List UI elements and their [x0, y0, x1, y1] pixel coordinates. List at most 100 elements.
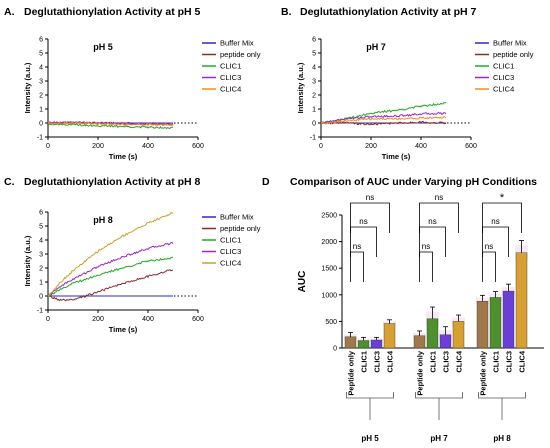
- auc-bar: [452, 321, 465, 349]
- panel-b-letter: B.: [281, 6, 292, 18]
- ph8-y-tick-label: 4: [39, 238, 43, 245]
- ph7-y-label: Intensity (a.u.): [296, 62, 305, 113]
- ph5-legend-label: CLIC3: [220, 73, 241, 82]
- auc-bar: [489, 297, 502, 349]
- auc-significance-label: ns: [485, 242, 493, 251]
- panel-c-letter: C.: [4, 176, 15, 188]
- ph8-y-tick-label: 2: [39, 266, 43, 273]
- auc-significance-label: ns: [428, 217, 436, 226]
- auc-significance-bracket: [419, 251, 433, 282]
- ph5-legend-label: CLIC1: [220, 62, 241, 71]
- auc-bar: [383, 323, 396, 349]
- ph8-y-tick-label: 5: [39, 224, 43, 231]
- ph7-y-tick-label: 4: [312, 65, 316, 72]
- ph7-series-clic4: [320, 115, 447, 125]
- ph7-y-tick-label: 2: [312, 93, 316, 100]
- auc-y-tick-label: 0: [333, 346, 337, 353]
- ph8-y-tick-label: -1: [37, 308, 43, 315]
- auc-significance-label: ns: [435, 193, 443, 202]
- ph8-y-tick-label: 0: [39, 294, 43, 301]
- ph5-series-clic1: [47, 122, 174, 130]
- ph5-x-tick-label: 600: [192, 143, 204, 150]
- ph7-y-tick-label: 5: [312, 51, 316, 58]
- auc-bar: [426, 318, 439, 349]
- ph7-legend-label: CLIC3: [493, 73, 514, 82]
- auc-significance-bracket: [350, 202, 390, 233]
- ph5-x-label: Time (s): [109, 152, 138, 161]
- panel-d-letter: D: [262, 176, 270, 188]
- auc-significance-bracket: [350, 251, 364, 282]
- auc-y-tick-label: 500: [325, 319, 337, 326]
- ph8-legend-label: CLIC1: [220, 236, 241, 245]
- ph7-legend-label: Buffer Mix: [493, 39, 527, 48]
- ph8-x-tick-label: 400: [142, 316, 154, 323]
- auc-category-label: Peptide only: [479, 350, 488, 395]
- auc-significance-label: ns: [491, 217, 499, 226]
- ph8-legend-label: peptide only: [220, 224, 261, 233]
- ph5-inner-title: pH 5: [93, 42, 113, 52]
- ph5-y-tick-label: 3: [39, 79, 43, 86]
- auc-significance-bracket: [350, 226, 377, 257]
- auc-bar: [344, 336, 357, 349]
- ph8-x-tick-label: 0: [46, 316, 50, 323]
- ph8-series-peptide-only: [47, 269, 173, 302]
- auc-category-label: CLIC3: [505, 351, 514, 373]
- auc-significance-label: ns: [366, 193, 374, 202]
- ph7-x-label: Time (s): [382, 152, 411, 161]
- panel-a-title: Deglutathionylation Activity at pH 5: [24, 6, 201, 18]
- auc-y-tick-label: 2000: [321, 239, 337, 246]
- ph7-legend-label: CLIC1: [493, 62, 514, 71]
- auc-bar: [515, 252, 528, 349]
- ph8-y-label: Intensity (a.u.): [23, 235, 32, 286]
- auc-significance-bracket: [482, 226, 509, 257]
- ph8-y-tick-label: 1: [39, 280, 43, 287]
- ph7-series-peptide-only: [320, 120, 447, 126]
- auc-bar: [413, 335, 426, 349]
- ph7-x-tick-label: 400: [415, 143, 427, 150]
- panel-a-letter: A.: [4, 6, 15, 18]
- auc-category-label: CLIC4: [386, 350, 395, 372]
- ph8-x-tick-label: 200: [92, 316, 104, 323]
- auc-y-tick-label: 2500: [321, 213, 337, 220]
- auc-category-label: CLIC1: [429, 351, 438, 373]
- ph5-x-tick-label: 200: [92, 143, 104, 150]
- ph5-x-tick-label: 0: [46, 143, 50, 150]
- auc-group-label: pH 5: [361, 434, 379, 443]
- auc-significance-bracket: [482, 202, 522, 233]
- auc-bar-chart: 0 500 1000 1500 2000 2500 AUC Peptide only CLIC1…: [297, 192, 544, 443]
- auc-significance-bracket: [419, 226, 446, 257]
- auc-category-label: Peptide only: [416, 350, 425, 395]
- auc-y-tick-label: 1500: [321, 266, 337, 273]
- auc-category-label: CLIC3: [442, 351, 451, 373]
- auc-category-label: CLIC4: [518, 350, 527, 372]
- ph8-legend-label: CLIC4: [220, 259, 241, 268]
- ph8-series-clic4: [47, 212, 174, 297]
- ph5-series-clic4: [47, 121, 174, 126]
- ph7-y-tick-label: 0: [312, 121, 316, 128]
- ph7-x-tick-label: 0: [319, 143, 323, 150]
- ph8-legend-label: CLIC3: [220, 247, 241, 256]
- auc-category-label: CLIC3: [373, 351, 382, 373]
- ph5-x-tick-label: 400: [142, 143, 154, 150]
- panel-d-title: Comparison of AUC under Varying pH Condi…: [290, 176, 537, 188]
- auc-bar: [439, 334, 452, 349]
- auc-category-label: CLIC1: [492, 351, 501, 373]
- auc-group-label: pH 7: [430, 434, 448, 443]
- auc-y-label: AUC: [297, 271, 308, 293]
- auc-bar: [370, 339, 383, 349]
- ph7-x-tick-label: 600: [465, 143, 477, 150]
- auc-bar: [357, 340, 370, 349]
- ph8-legend-label: Buffer Mix: [220, 213, 254, 222]
- auc-y-tick-label: 1000: [321, 292, 337, 299]
- panel-b-title: Deglutathionylation Activity at pH 7: [300, 6, 477, 18]
- ph5-legend-label: Buffer Mix: [220, 39, 254, 48]
- ph8-inner-title: pH 8: [93, 215, 113, 225]
- ph8-series-clic1: [47, 256, 174, 297]
- ph5-y-tick-label: 6: [39, 37, 43, 44]
- ph5-y-tick-label: 2: [39, 93, 43, 100]
- auc-significance-label: ns: [422, 242, 430, 251]
- ph7-legend-label: CLIC4: [493, 85, 514, 94]
